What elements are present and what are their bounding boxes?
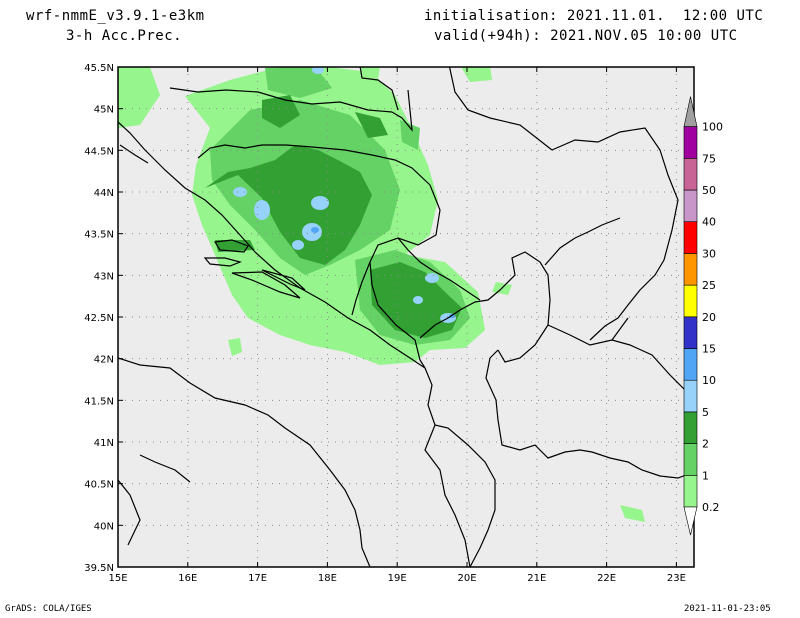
colorbar-label: 75 bbox=[702, 152, 716, 165]
lat-tick-label: 39.5N bbox=[84, 563, 114, 574]
colorbar-swatch bbox=[683, 474, 698, 508]
colorbar-swatch bbox=[683, 284, 698, 318]
init-time: initialisation: 2021.11.01. 12:00 UTC bbox=[424, 8, 764, 24]
lon-tick-label: 21E bbox=[527, 573, 546, 584]
colorbar-label: 10 bbox=[702, 374, 716, 387]
colorbar-label: 2 bbox=[702, 438, 709, 451]
colorbar-label: 5 bbox=[702, 406, 709, 419]
colorbar-swatch bbox=[683, 158, 698, 191]
lat-tick-label: 41.5N bbox=[84, 396, 114, 407]
valid-time: valid(+94h): 2021.NOV.05 10:00 UTC bbox=[434, 28, 738, 44]
coastlines bbox=[118, 121, 471, 567]
lat-tick-label: 40N bbox=[94, 521, 114, 532]
colorbar-label: 1 bbox=[702, 469, 709, 482]
lat-tick-label: 43.5N bbox=[84, 230, 114, 241]
lat-tick-label: 44.5N bbox=[84, 146, 114, 157]
map-grid bbox=[118, 67, 694, 567]
lon-axis: 15E 16E 17E 18E 19E 20E 21E 22E 23E bbox=[108, 573, 685, 584]
colorbar-swatch bbox=[683, 379, 698, 413]
lon-tick-label: 16E bbox=[178, 573, 197, 584]
colorbar-label: 30 bbox=[702, 247, 716, 260]
colorbar-swatch bbox=[683, 189, 698, 223]
colorbar-label: 15 bbox=[702, 343, 716, 356]
colorbar-bottom-triangle bbox=[683, 506, 698, 536]
lat-axis: 45.5N 45N 44.5N 44N 43.5N 43N 42.5N 42N 41.5N 41N… bbox=[84, 63, 114, 574]
variable-title: 3-h Acc.Prec. bbox=[66, 28, 183, 44]
colorbar-label: 20 bbox=[702, 311, 716, 324]
lat-tick-label: 43N bbox=[94, 271, 114, 282]
colorbar-swatch bbox=[683, 348, 698, 381]
lon-tick-label: 15E bbox=[108, 573, 127, 584]
lon-tick-label: 20E bbox=[457, 573, 476, 584]
lat-tick-label: 40.5N bbox=[84, 480, 114, 491]
lon-tick-label: 17E bbox=[248, 573, 267, 584]
colorbar-label: 50 bbox=[702, 184, 716, 197]
lat-tick-label: 45N bbox=[94, 105, 114, 116]
colorbar-swatch bbox=[683, 411, 698, 444]
colorbar-swatch bbox=[683, 443, 698, 476]
colorbar-label: 40 bbox=[702, 216, 716, 229]
colorbar-label: 0.2 bbox=[702, 501, 720, 514]
lat-tick-label: 44N bbox=[94, 188, 114, 199]
lon-tick-label: 23E bbox=[667, 573, 686, 584]
model-title: wrf-nmmE_v3.9.1-e3km bbox=[26, 8, 205, 24]
lat-tick-label: 42.5N bbox=[84, 313, 114, 324]
colorbar-label: 100 bbox=[702, 121, 723, 134]
lon-tick-label: 19E bbox=[388, 573, 407, 584]
map-content bbox=[118, 67, 694, 567]
colorbar-swatch bbox=[683, 253, 698, 286]
render-timestamp: 2021-11-01-23:05 bbox=[684, 604, 771, 614]
lat-tick-label: 45.5N bbox=[84, 63, 114, 74]
lat-tick-label: 41N bbox=[94, 438, 114, 449]
colorbar-top-triangle bbox=[683, 96, 698, 127]
colorbar-label: 25 bbox=[702, 279, 716, 292]
lon-tick-label: 18E bbox=[318, 573, 337, 584]
colorbar-swatch bbox=[683, 316, 698, 349]
lon-tick-label: 22E bbox=[597, 573, 616, 584]
map-ticks bbox=[117, 66, 694, 568]
colorbar-swatch bbox=[683, 221, 698, 254]
grads-credit: GrADS: COLA/IGES bbox=[5, 604, 92, 614]
country-borders bbox=[169, 67, 694, 567]
colorbar-swatch bbox=[683, 126, 698, 159]
lat-tick-label: 42N bbox=[94, 355, 114, 366]
